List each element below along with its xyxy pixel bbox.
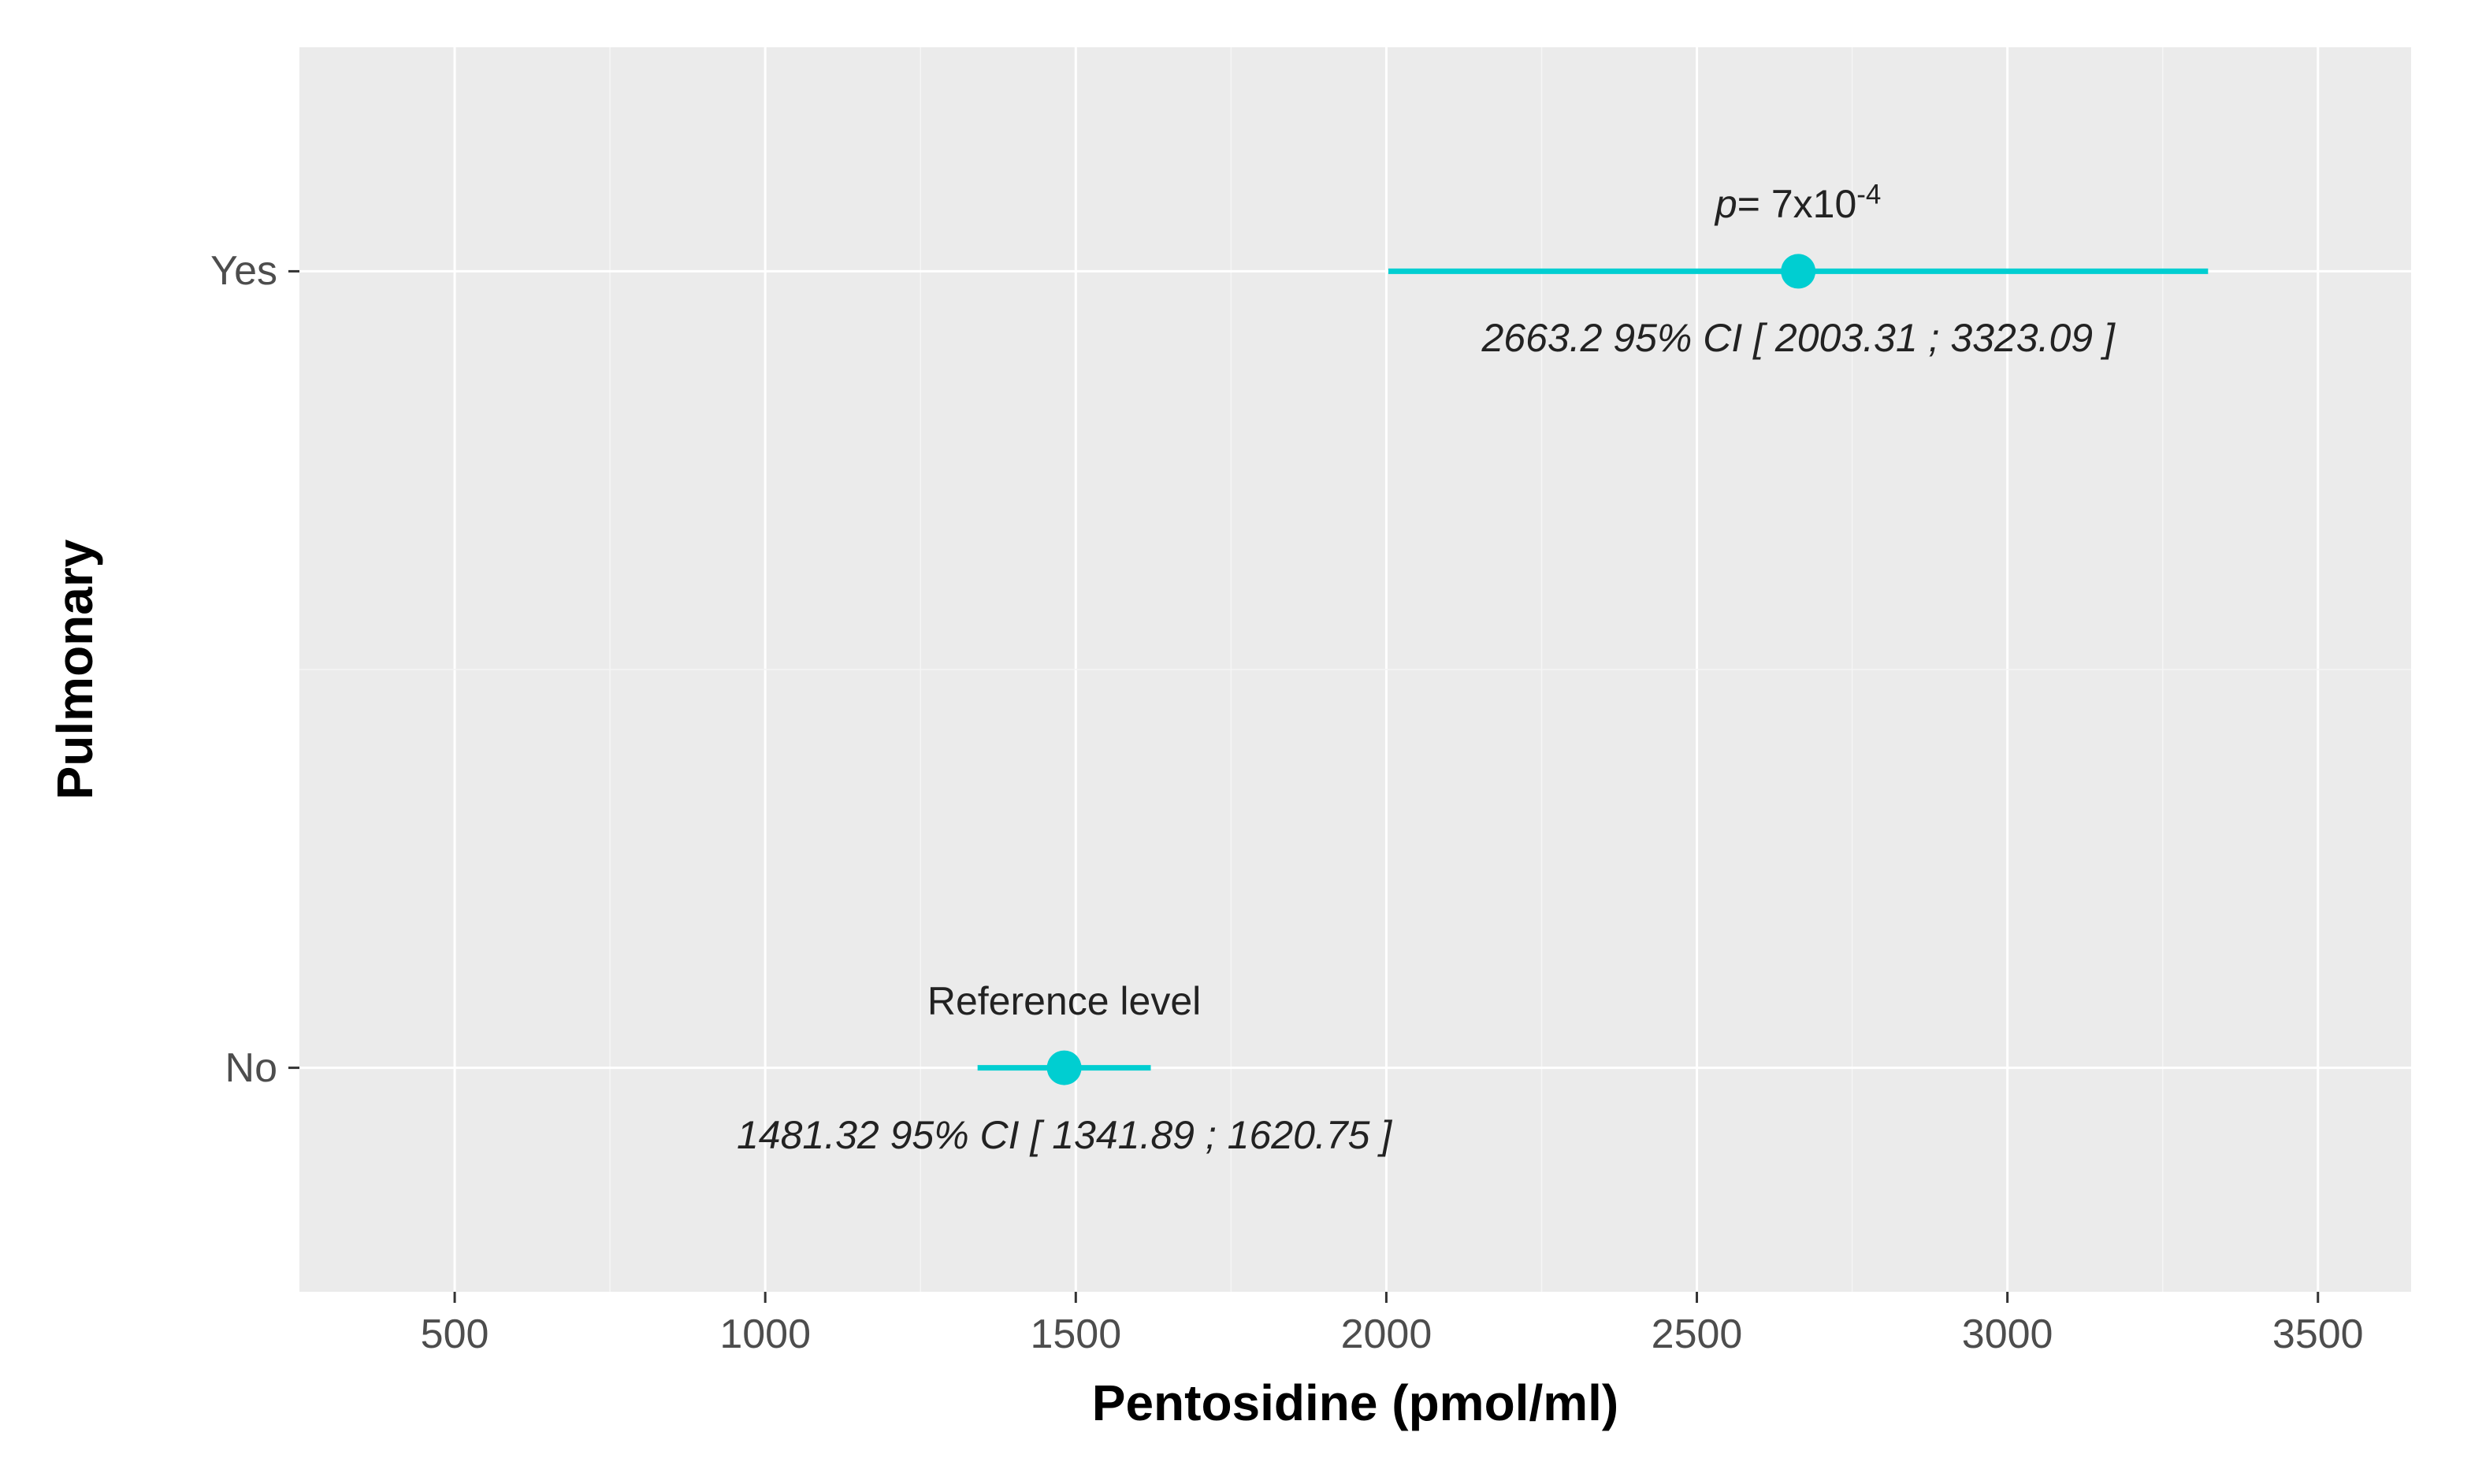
point-marker: [1781, 254, 1815, 288]
x-tick-label: 3000: [1962, 1311, 2053, 1358]
y-tick-label: Yes: [210, 247, 277, 295]
annotation-below: 2663.2 95% CI [ 2003.31 ; 3323.09 ]: [1481, 315, 2114, 361]
y-axis-title: Pulmonary: [46, 540, 104, 800]
x-tick-label: 2500: [1652, 1311, 1743, 1358]
x-tick-label: 3500: [2272, 1311, 2364, 1358]
annotation-below: 1481.32 95% CI [ 1341.89 ; 1620.75 ]: [737, 1112, 1392, 1158]
chart-svg: [0, 0, 2471, 1484]
x-tick-label: 500: [421, 1311, 489, 1358]
x-axis-title: Pentosidine (pmol/ml): [1092, 1374, 1618, 1432]
annotation-above: p= 7x10-4: [1715, 180, 1881, 228]
point-marker: [1047, 1051, 1082, 1085]
y-tick-label: No: [225, 1044, 277, 1092]
annotation-above: Reference level: [927, 978, 1201, 1024]
x-tick-label: 1000: [719, 1311, 811, 1358]
x-tick-label: 2000: [1341, 1311, 1432, 1358]
x-tick-label: 1500: [1030, 1311, 1121, 1358]
chart-container: 500 1000 1500 2000 2500 3000 3500 No Yes Pentosid…: [0, 0, 2471, 1484]
